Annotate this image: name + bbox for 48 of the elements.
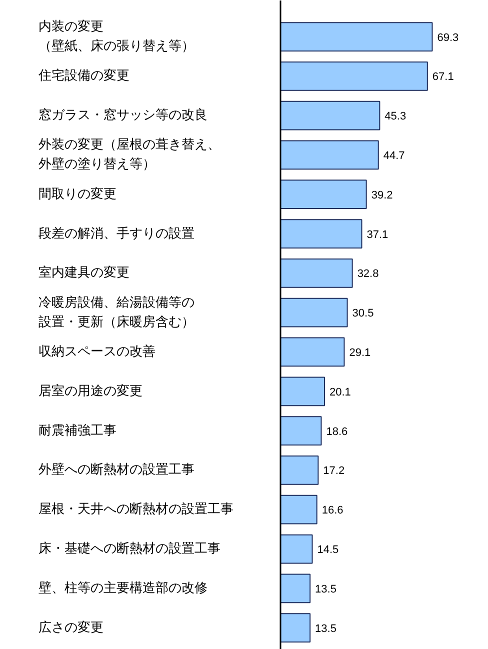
data-label: 44.7 <box>383 150 405 162</box>
data-label: 17.2 <box>323 465 345 478</box>
bar <box>280 456 319 485</box>
y-tick-label: 外壁への断熱材の設置工事 <box>38 462 194 478</box>
data-label: 20.1 <box>330 386 351 398</box>
bar <box>280 337 345 367</box>
bar <box>280 180 367 210</box>
bar <box>280 494 318 524</box>
bar <box>280 61 428 91</box>
data-label: 29.1 <box>349 346 371 359</box>
bar <box>280 613 311 643</box>
y-tick-label: 室内建具の変更 <box>38 264 130 281</box>
data-label: 67.1 <box>432 71 454 84</box>
y-tick-label: 収納スペースの改善 <box>38 343 156 360</box>
y-tick-label: 居室の用途の変更 <box>38 382 142 399</box>
bar <box>280 298 348 328</box>
data-label: 14.5 <box>317 544 339 556</box>
y-tick-label: 広さの変更 <box>38 619 104 636</box>
y-tick-label: 屋根・天井への断熱材の設置工事 <box>38 502 234 518</box>
bar <box>280 574 311 604</box>
y-tick-label: 窓ガラス・窓サッシ等の改良 <box>38 107 208 124</box>
bar <box>280 534 313 564</box>
data-label: 45.3 <box>384 110 406 123</box>
y-tick-label: 住宅設備の変更 <box>38 68 130 84</box>
bar <box>280 258 353 288</box>
y-tick-label: 間取りの変更 <box>38 186 116 202</box>
data-label: 37.1 <box>366 228 388 241</box>
bar <box>280 219 362 248</box>
bar <box>280 22 433 52</box>
data-label: 16.6 <box>322 504 344 517</box>
y-tick-label: 壁、柱等の主要構造部の改修 <box>38 580 208 596</box>
bar <box>280 376 326 406</box>
data-label: 13.5 <box>315 622 336 635</box>
y-tick-label: 外装の変更（屋根の葺き替え、外壁の塗り替え等） <box>38 136 220 172</box>
data-label: 30.5 <box>352 308 374 320</box>
data-label: 13.5 <box>315 583 336 596</box>
y-tick-label: 床・基礎への断熱材の設置工事 <box>38 542 220 557</box>
y-tick-label: 冷暖房設備、給湯設備等の設置・更新（床暖房含む） <box>38 294 194 330</box>
y-tick-label: 段差の解消、手すりの設置 <box>38 226 194 242</box>
y-tick-label: 内装の変更（壁紙、床の張り替え等） <box>38 18 194 54</box>
data-label: 18.6 <box>326 426 348 438</box>
y-tick-label: 耐震補強工事 <box>38 423 116 438</box>
bar <box>280 100 380 130</box>
bar <box>280 140 379 170</box>
bar <box>280 416 322 446</box>
data-label: 39.2 <box>371 189 393 202</box>
data-label: 69.3 <box>437 32 459 44</box>
data-label: 32.8 <box>357 268 379 280</box>
